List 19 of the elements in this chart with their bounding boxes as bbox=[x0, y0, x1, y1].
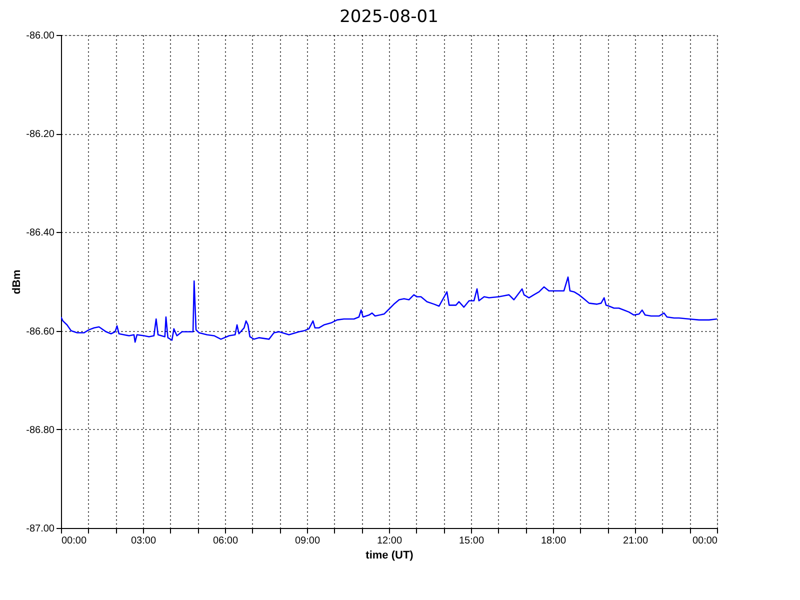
x-tick-label: 15:00 bbox=[458, 536, 484, 546]
line-series bbox=[61, 276, 717, 343]
x-tick-label: 09:00 bbox=[294, 536, 320, 546]
x-tick-label: 12:00 bbox=[376, 536, 402, 546]
y-tick-label: -86.80 bbox=[26, 424, 55, 436]
y-tick-label: -87.00 bbox=[26, 524, 55, 534]
x-axis-title: time (UT) bbox=[366, 550, 414, 562]
x-tick-label: 21:00 bbox=[622, 536, 648, 546]
x-tick-label: 06:00 bbox=[212, 536, 238, 546]
y-tick-label: -86.00 bbox=[26, 30, 55, 42]
y-tick-label: -86.40 bbox=[26, 228, 55, 239]
y-tick-label: -86.60 bbox=[26, 326, 55, 338]
x-tick-label: 18:00 bbox=[540, 536, 566, 546]
x-tick-label: 00:00 bbox=[62, 536, 87, 546]
y-tick-label: -86.20 bbox=[26, 129, 55, 140]
y-axis-title: dBm bbox=[11, 270, 24, 294]
x-tick-label: 03:00 bbox=[130, 536, 156, 546]
chart-title: 2025-08-01 bbox=[340, 7, 438, 27]
x-tick-label: 00:00 bbox=[692, 536, 718, 546]
